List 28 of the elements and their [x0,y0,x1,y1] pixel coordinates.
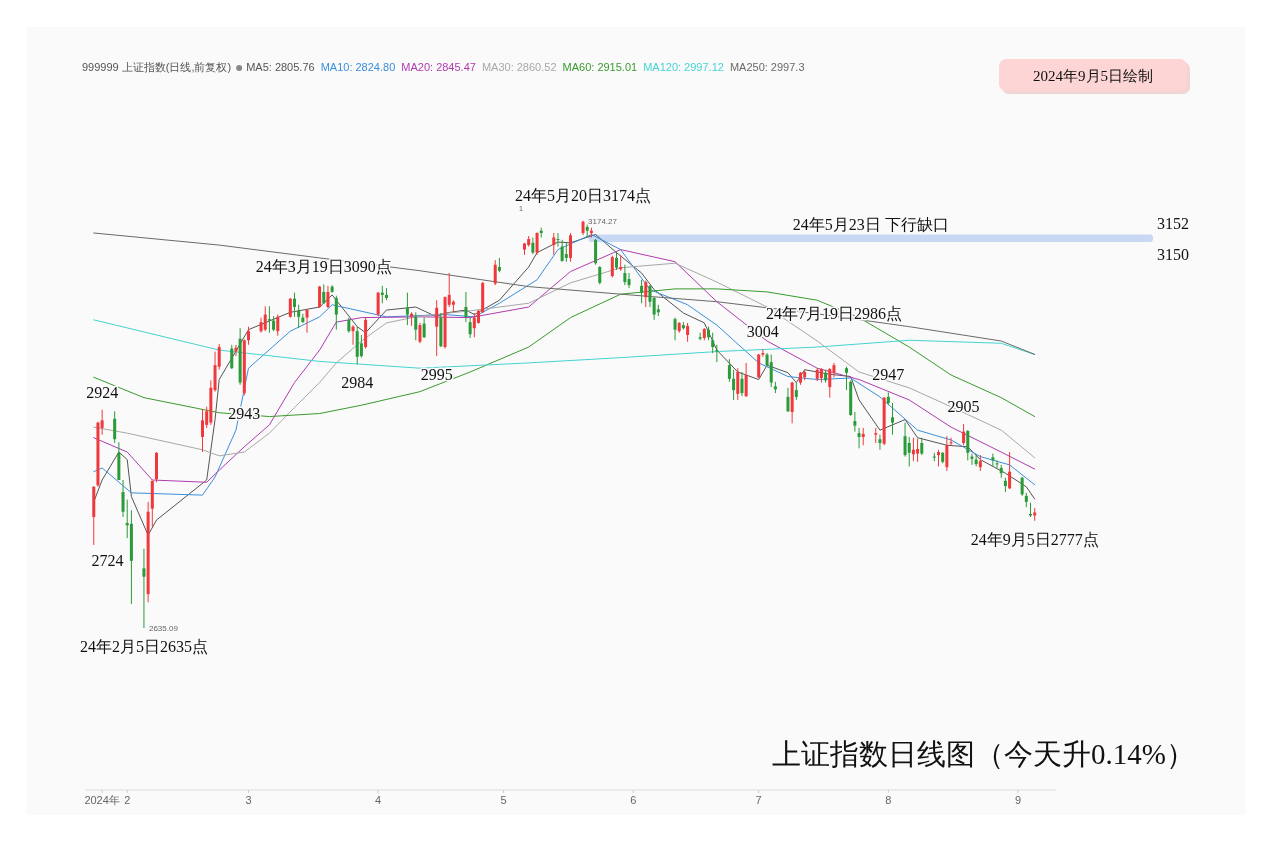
x-tick-label: 8 [885,794,892,806]
x-tick-label: 5 [500,794,507,806]
x-tick-label: 2024年 [84,794,120,806]
annotation: 2984 [341,374,374,392]
annotation: 2635.09 [148,624,179,633]
annotation: 2995 [420,366,453,384]
text: 上证指数日线图（今天升0.14%） [772,738,1195,770]
annotation: 2905 [947,398,980,416]
text: 3150 [1157,246,1189,264]
x-tick-label: 9 [1014,794,1022,806]
annotation: 2947 [872,366,905,384]
annotation: 24年5月20日3174点 [515,186,652,204]
annotation: 24年2月5日2635点 [79,638,208,655]
x-tick-label: 4 [375,794,382,806]
legend-title: 999999 上证指数(日线,前复权) [82,61,232,73]
x-tick-label: 3 [245,794,252,806]
annotation: 24年9月5日2777点 [970,530,1099,548]
annotation: 2724 [91,551,124,569]
x-tick-label: 6 [630,794,637,806]
legend: 999999 上证指数(日线,前复权) MA5: 2805.76 MA10: 2824.80 MA20: 2845.47 MA30: 2860.52 MA60: 2915.01 MA120: 2997.12 MA250: 2997.3 [82,61,805,73]
annotation: 24年3月19日3090点 [255,258,392,276]
x-tick-label: 7 [755,794,762,806]
annotation: 2924 [86,383,119,401]
text: 3152 [1157,214,1189,232]
annotation: 3004 [746,323,779,341]
x-tick-label: 2 [124,794,131,806]
band-label: 24年5月23日 下行缺口 [792,215,949,233]
annotation: 3174.27 [588,216,618,226]
